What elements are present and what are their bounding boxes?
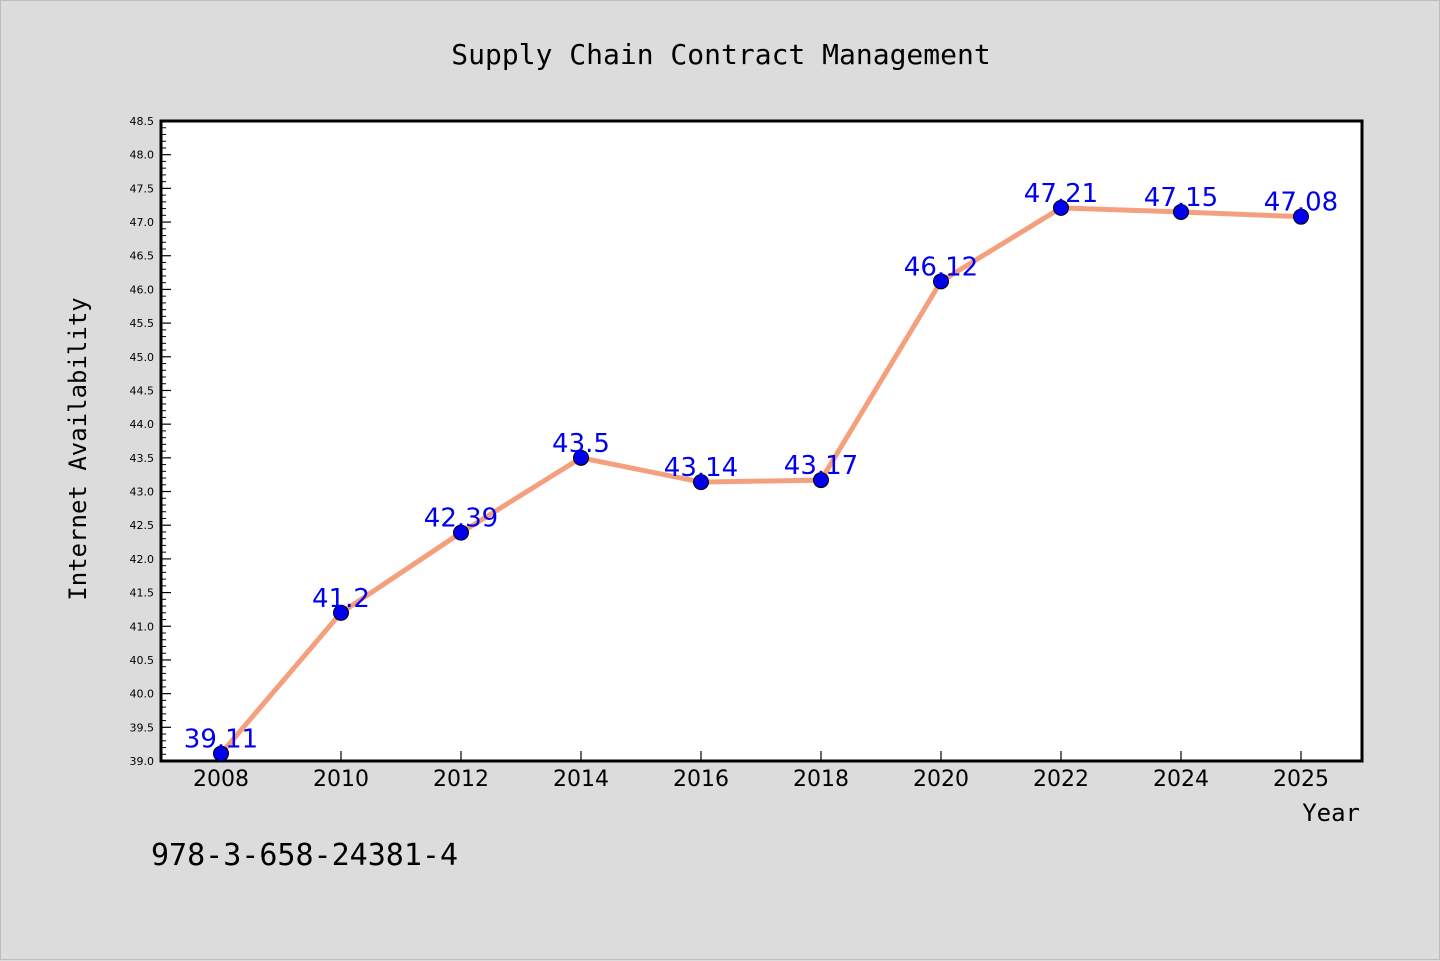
data-label: 39.11	[184, 725, 258, 755]
x-tick-label: 2022	[1033, 767, 1089, 792]
data-label: 46.12	[904, 252, 978, 282]
footer-code: 978-3-658-24381-4	[151, 838, 458, 873]
x-tick-label: 2016	[673, 767, 729, 792]
y-tick-label: 42.0	[130, 553, 155, 566]
data-label: 47.15	[1144, 183, 1218, 213]
y-tick-label: 41.5	[130, 587, 155, 600]
x-tick-label: 2010	[313, 767, 369, 792]
data-point	[693, 474, 709, 491]
data-point	[213, 745, 229, 762]
y-tick-label: 46.5	[130, 250, 155, 263]
y-tick-label: 44.0	[130, 418, 155, 431]
data-point	[813, 472, 829, 489]
y-tick-label: 47.0	[130, 216, 155, 229]
chart-title: Supply Chain Contract Management	[451, 38, 990, 71]
data-label: 41.2	[312, 584, 370, 614]
y-tick-label: 43.5	[130, 452, 155, 465]
y-tick-label: 48.0	[130, 149, 155, 162]
y-axis-label: Internet Availability	[64, 297, 92, 600]
x-tick-label: 2024	[1153, 767, 1209, 792]
data-label: 42.39	[424, 504, 498, 534]
y-tick-label: 42.5	[130, 519, 155, 532]
y-axis: 39.0 39.5 40.0 40.5 41.0 41.5 42.0 42.5 43.0 43.5…	[130, 115, 171, 768]
data-label: 43.17	[784, 451, 858, 481]
data-point	[333, 604, 349, 621]
y-tick-label: 41.0	[130, 620, 155, 633]
y-tick-label: 40.0	[130, 688, 155, 701]
x-tick-label: 2012	[433, 767, 489, 792]
data-point	[573, 449, 589, 466]
x-axis-label: Year	[1302, 799, 1360, 827]
x-tick-label: 2014	[553, 767, 609, 792]
plot-area	[159, 119, 1364, 763]
x-tick-label: 2020	[913, 767, 969, 792]
data-point	[1293, 208, 1309, 225]
y-minor-ticks	[161, 127, 166, 755]
data-point	[1053, 199, 1069, 216]
x-tick-label: 2018	[793, 767, 849, 792]
series-markers	[213, 199, 1309, 762]
y-tick-label: 39.5	[130, 721, 155, 734]
y-tick-label: 44.5	[130, 384, 155, 397]
data-point	[1173, 203, 1189, 220]
y-tick-label: 47.5	[130, 182, 155, 195]
y-tick-label: 48.5	[130, 115, 155, 128]
y-tick-label: 45.0	[130, 351, 155, 364]
series-line	[219, 205, 1302, 756]
y-tick-label: 45.5	[130, 317, 155, 330]
x-tick-label: 2025	[1273, 767, 1329, 792]
x-axis: 2008 2010 2012 2014 2016 2018 2020 2022 2024 2025	[193, 751, 1329, 792]
x-tick-label: 2008	[193, 767, 249, 792]
y-tick-label: 39.0	[130, 755, 155, 768]
data-label: 47.08	[1264, 188, 1338, 218]
data-label: 43.14	[664, 453, 738, 483]
data-label: 43.5	[552, 429, 610, 459]
data-point	[933, 273, 949, 290]
data-label: 47.21	[1024, 179, 1098, 209]
y-tick-label: 46.0	[130, 283, 155, 296]
data-labels: 39.11 41.2 42.39 43.5 43.14 43.17 46.12 47.21 47…	[184, 179, 1338, 755]
data-point	[453, 524, 469, 541]
y-tick-label: 43.0	[130, 486, 155, 499]
y-tick-label: 40.5	[130, 654, 155, 667]
